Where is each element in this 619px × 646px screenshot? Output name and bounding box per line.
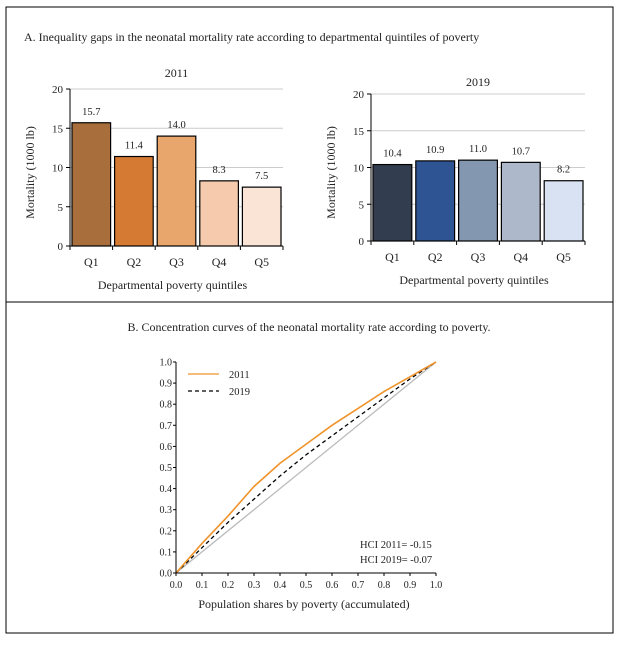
annotation-hci-2011: HCI 2011= -0.15 [360, 540, 432, 551]
data-label: 10.4 [383, 149, 402, 160]
bar-q5 [543, 180, 584, 242]
y-tick-label: 0.7 [160, 421, 173, 432]
bar-q1 [372, 163, 413, 242]
bar-q2 [415, 160, 456, 242]
bar-q4 [199, 180, 240, 247]
x-tick-label: Q4 [513, 250, 528, 264]
y-tick-label: 20 [353, 89, 365, 101]
y-tick-label: 0.8 [160, 400, 173, 411]
bar-chart-2011: 2011 0 5 10 15 20 15.7 Q1 11.4 Q2 14.0 Q3 8.3 Q4 7.5 Q5… [23, 66, 284, 292]
x-tick-label: 0.7 [352, 580, 365, 591]
x-tick-label: Q3 [471, 250, 486, 264]
concentration-chart: 0.0 0.1 0.2 0.3 0.4 0.5 0.6 0.7 0.8 0.9 1.0 0.0 0.1 0… [160, 358, 443, 612]
y-tick-label: 10 [52, 163, 64, 175]
x-tick-label: 0.1 [196, 580, 209, 591]
bar-chart-2019: 2019 0 5 10 15 20 10.4 Q1 10.9 Q2 11.0 Q3 10.7 Q4 8.2 Q… [324, 75, 586, 287]
y-tick-label: 0.4 [160, 484, 173, 495]
x-tick-label: 0.5 [300, 580, 313, 591]
x-axis-label: Departmental poverty quintiles [98, 278, 248, 292]
y-tick-label: 0 [58, 241, 64, 253]
y-tick-label: 0.0 [160, 569, 173, 580]
y-tick-label: 0 [359, 236, 365, 248]
legend-label: 2011 [229, 370, 250, 381]
y-tick-label: 15 [353, 126, 365, 138]
series-line-2019 [175, 361, 437, 574]
x-tick-label: Q1 [385, 250, 400, 264]
data-label: 8.3 [213, 165, 226, 176]
legend-label: 2019 [229, 387, 250, 398]
chart-title: 2019 [466, 75, 490, 89]
y-tick-label: 1.0 [160, 358, 173, 369]
bar-q1 [71, 122, 112, 247]
y-axis-label: Mortality (1000 lb) [23, 126, 37, 219]
data-label: 15.7 [82, 107, 100, 118]
x-axis-label: Population shares by poverty (accumulate… [198, 597, 409, 611]
x-tick-label: 0.8 [378, 580, 391, 591]
annotation-hci-2019: HCI 2019= -0.07 [360, 555, 432, 566]
bar-q3 [458, 159, 499, 242]
data-label: 7.5 [255, 171, 268, 182]
x-tick-label: 1.0 [430, 580, 443, 591]
bar-q4 [500, 161, 541, 242]
panel-a-title: A. Inequality gaps in the neonatal morta… [24, 30, 479, 44]
outer-frame [5, 6, 614, 634]
x-tick-label: Q2 [428, 250, 443, 264]
y-tick-label: 5 [359, 199, 365, 211]
data-label: 10.7 [512, 146, 530, 157]
x-tick-label: 0.3 [248, 580, 261, 591]
x-tick-label: 0.9 [404, 580, 417, 591]
y-tick-label: 0.2 [160, 526, 173, 537]
y-tick-label: 5 [58, 202, 64, 214]
x-tick-label: Q5 [556, 250, 571, 264]
data-label: 11.4 [125, 141, 144, 152]
bar-q5 [241, 186, 282, 247]
y-tick-label: 0.9 [160, 379, 173, 390]
x-tick-label: Q2 [127, 255, 142, 269]
data-label: 11.0 [469, 144, 487, 155]
bar-q3 [156, 135, 197, 247]
x-tick-label: Q1 [84, 255, 99, 269]
y-tick-label: 0.3 [160, 505, 173, 516]
data-label: 8.2 [557, 165, 570, 176]
panel-b-title: B. Concentration curves of the neonatal … [127, 320, 490, 334]
x-tick-label: Q3 [169, 255, 184, 269]
data-label: 14.0 [167, 120, 185, 131]
bar-q2 [113, 155, 154, 247]
x-tick-label: 0.6 [326, 580, 339, 591]
x-axis-label: Departmental poverty quintiles [399, 273, 549, 287]
y-tick-label: 0.5 [160, 463, 173, 474]
x-tick-label: Q5 [254, 255, 269, 269]
x-tick-label: 0.0 [170, 580, 183, 591]
data-label: 10.9 [426, 145, 444, 156]
y-tick-label: 20 [52, 84, 64, 96]
x-tick-label: 0.4 [274, 580, 287, 591]
series-line-2011 [175, 361, 437, 574]
y-axis-label: Mortality (1000 lb) [324, 126, 338, 219]
series-line-equality [175, 361, 437, 574]
y-tick-label: 10 [353, 163, 365, 175]
x-tick-label: 0.2 [222, 580, 235, 591]
y-tick-label: 0.6 [160, 442, 173, 453]
y-tick-label: 0.1 [160, 547, 173, 558]
x-tick-label: Q4 [212, 255, 227, 269]
y-tick-label: 15 [52, 123, 64, 135]
chart-title: 2011 [165, 66, 189, 80]
